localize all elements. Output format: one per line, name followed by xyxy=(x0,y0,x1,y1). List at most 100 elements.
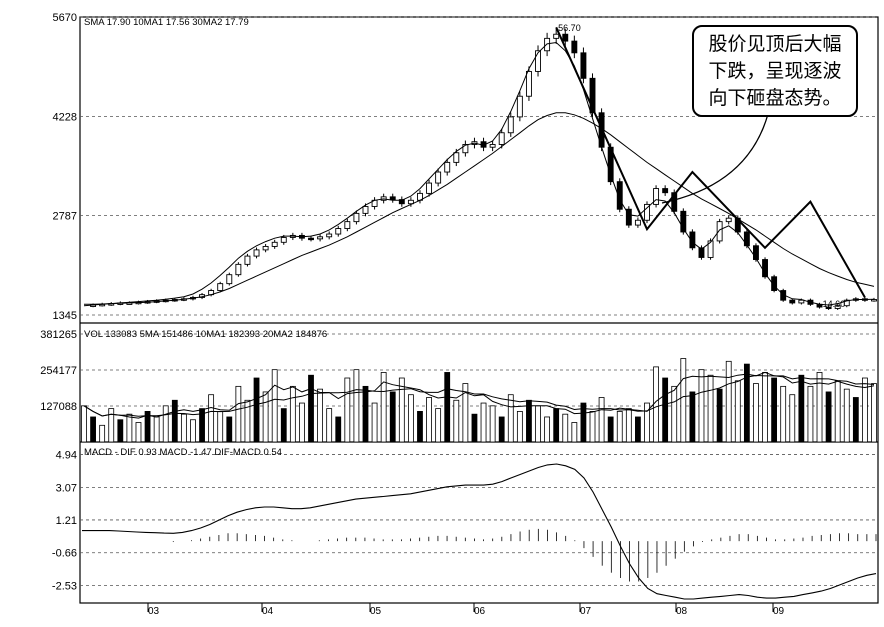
volume-bar xyxy=(553,408,560,443)
price-tick-label: 2787 xyxy=(53,211,77,223)
macd-tick-label: -2.53 xyxy=(52,581,77,593)
candle-body xyxy=(435,171,442,184)
macd-indicator-label: MACD - DIF 0.93 MACD -1.47 DIF-MACD 0.54 xyxy=(84,447,282,458)
volume-bar xyxy=(716,388,723,443)
volume-bar xyxy=(834,380,841,443)
annotation-box: 股价见顶后大幅 下跌，呈现逐波 向下砸盘态势。 xyxy=(692,25,858,117)
volume-bar xyxy=(253,377,260,443)
volume-bar xyxy=(580,402,587,443)
price-ma-slow-line xyxy=(84,112,875,305)
x-tick-label: 07 xyxy=(580,606,592,617)
candle-body xyxy=(244,255,251,265)
volume-bar xyxy=(335,416,342,443)
volume-bar xyxy=(843,388,850,443)
volume-bar xyxy=(81,405,87,443)
annotation-line-2: 下跌，呈现逐波 xyxy=(708,60,842,82)
candle-body xyxy=(762,259,768,278)
wave-trend-line xyxy=(555,26,866,298)
volume-bar xyxy=(825,391,832,443)
volume-bar xyxy=(426,397,432,443)
candle-body xyxy=(498,132,505,145)
volume-bar xyxy=(190,419,196,443)
volume-bar xyxy=(644,402,650,443)
x-tick-label: 08 xyxy=(676,606,688,617)
annotation-pointer xyxy=(661,113,769,204)
volume-bar xyxy=(852,397,859,443)
volume-bar xyxy=(526,399,532,443)
candle-body xyxy=(335,228,342,235)
volume-bar xyxy=(607,416,614,443)
volume-bar xyxy=(507,394,514,443)
candle-body xyxy=(426,182,433,194)
volume-bar xyxy=(516,410,523,443)
volume-bar xyxy=(226,416,233,443)
price-indicator-label: SMA 17.90 10MA1 17.56 30MA2 17.79 xyxy=(84,17,249,28)
volume-bar xyxy=(635,416,641,443)
x-tick-label: 05 xyxy=(370,606,382,617)
candle-body xyxy=(698,247,705,258)
candle-body xyxy=(562,33,569,42)
volume-bar xyxy=(235,385,242,443)
candle-body xyxy=(226,274,233,285)
volume-bar xyxy=(780,385,787,443)
volume-bar xyxy=(90,416,96,443)
candle-body xyxy=(789,299,796,304)
macd-dif-line xyxy=(82,463,877,600)
candle-body xyxy=(662,188,669,194)
volume-bar xyxy=(489,405,496,443)
candle-body xyxy=(453,152,460,163)
volume-bar xyxy=(444,372,451,443)
candle-body xyxy=(843,299,850,307)
volume-bar xyxy=(671,385,678,443)
candle-body xyxy=(834,305,841,309)
volume-bar xyxy=(707,374,714,443)
volume-bar xyxy=(625,408,632,443)
candle-body xyxy=(707,240,714,258)
macd-tick-label: 1.21 xyxy=(56,515,77,527)
candle-body xyxy=(743,231,750,247)
volume-bar xyxy=(535,405,541,443)
candle-body xyxy=(653,188,660,205)
volume-bar xyxy=(162,405,169,443)
candle-body xyxy=(253,249,260,257)
volume-ma-line xyxy=(83,374,875,417)
candle-body xyxy=(317,236,324,240)
volume-bar xyxy=(217,410,224,443)
volume-bar xyxy=(589,410,596,443)
volume-bar xyxy=(117,419,124,443)
candle-body xyxy=(217,283,224,291)
candle-body xyxy=(444,161,451,173)
volume-bar xyxy=(135,422,142,443)
volume-bar xyxy=(299,402,305,443)
volume-bar xyxy=(153,416,160,443)
volume-indicator-label: VOL 133083 5MA 151486 10MA1 182393 20MA2… xyxy=(84,329,327,340)
annotation-line-3: 向下砸盘态势。 xyxy=(708,87,842,109)
volume-bar xyxy=(753,383,759,443)
volume-bar xyxy=(544,416,551,443)
volume-tick-label: 254177 xyxy=(40,365,77,377)
volume-bar xyxy=(353,369,360,443)
volume-bar xyxy=(244,399,251,443)
candle-body xyxy=(308,237,314,241)
volume-bar xyxy=(435,408,442,443)
candle-body xyxy=(616,181,623,210)
volume-bar xyxy=(326,408,333,443)
candle-body xyxy=(625,208,632,226)
candle-body xyxy=(280,237,287,243)
volume-bar xyxy=(371,402,378,443)
volume-bar xyxy=(862,377,868,443)
volume-bar xyxy=(389,391,396,443)
candle-body xyxy=(553,33,560,39)
candle-body xyxy=(798,299,805,304)
volume-bar xyxy=(562,413,569,443)
volume-bar xyxy=(398,377,405,443)
candle-body xyxy=(680,210,687,233)
volume-bar xyxy=(816,372,823,443)
volume-bar xyxy=(171,399,178,443)
volume-bar xyxy=(471,413,478,443)
candle-body xyxy=(389,196,396,201)
price-ma-fast-line xyxy=(83,41,875,307)
volume-bar xyxy=(771,377,778,443)
volume-bar xyxy=(453,399,460,443)
